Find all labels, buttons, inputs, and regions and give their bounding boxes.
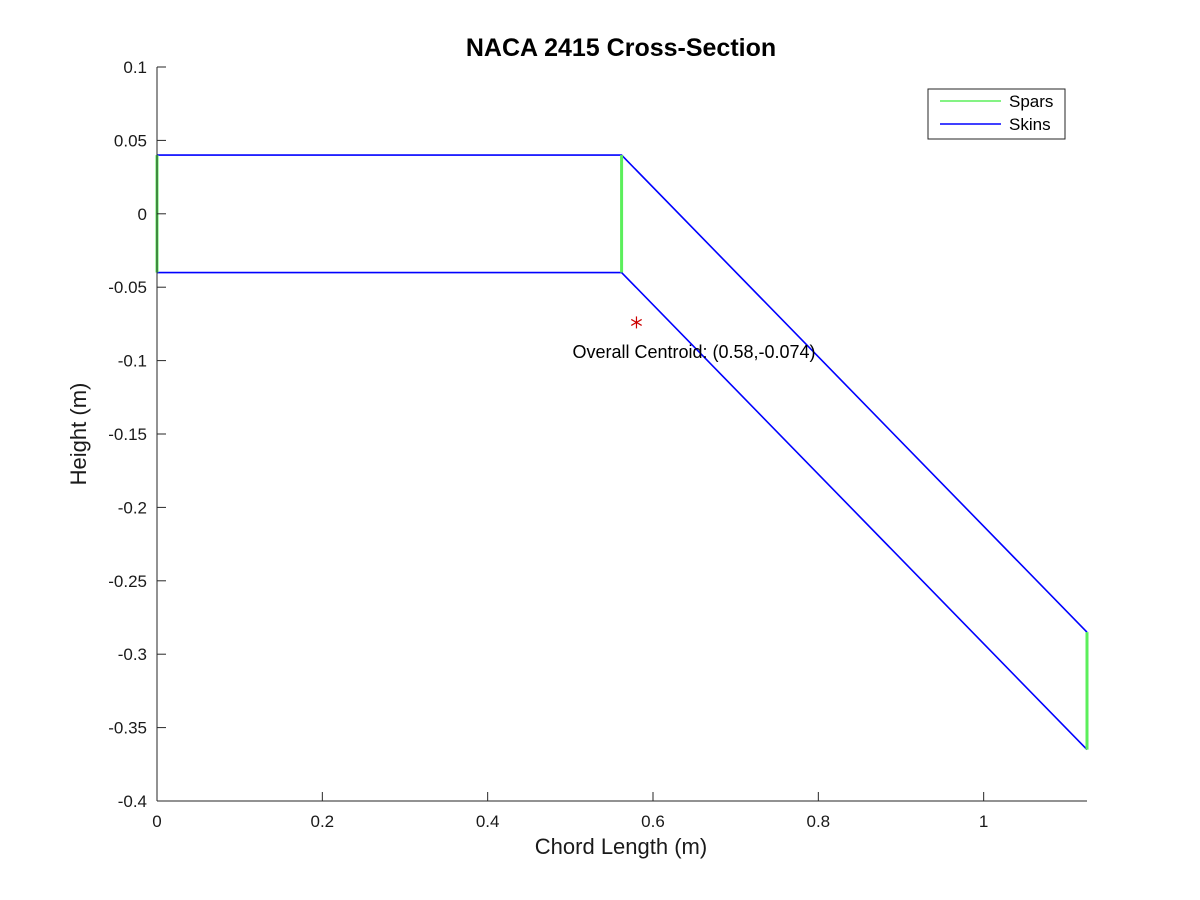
x-tick-label: 0.2: [311, 812, 335, 831]
legend-label: Spars: [1009, 92, 1053, 111]
y-tick-label: -0.3: [118, 645, 147, 664]
y-tick-label: 0: [138, 205, 147, 224]
x-tick-label: 0.6: [641, 812, 665, 831]
ticks: 0 0.2 0.4 0.6 0.8 1 0.1 0.05 0 -0.05 -0.1 -0.15 -0.2…: [108, 58, 988, 831]
y-tick-label: -0.25: [108, 572, 147, 591]
x-axis-title: Chord Length (m): [535, 834, 707, 859]
y-tick-label: -0.35: [108, 719, 147, 738]
plot-area: Overall Centroid: (0.58,-0.074): [155, 154, 1089, 751]
y-tick-label: -0.05: [108, 278, 147, 297]
legend: Spars Skins: [927, 88, 1066, 140]
legend-box: [927, 88, 1066, 140]
legend-label: Skins: [1009, 115, 1051, 134]
y-tick-label: -0.1: [118, 352, 147, 371]
y-tick-label: 0.1: [123, 58, 147, 77]
x-tick-label: 0.8: [807, 812, 831, 831]
y-tick-label: 0.05: [114, 131, 147, 150]
y-tick-label: -0.15: [108, 425, 147, 444]
centroid-marker: [630, 316, 642, 329]
chart-title: NACA 2415 Cross-Section: [466, 34, 776, 62]
y-tick-label: -0.2: [118, 498, 147, 517]
y-axis-title: Height (m): [66, 383, 91, 486]
centroid-label: Overall Centroid: (0.58,-0.074): [572, 342, 815, 362]
x-tick-label: 1: [979, 812, 988, 831]
x-tick-label: 0: [152, 812, 161, 831]
y-tick-label: -0.4: [118, 792, 147, 811]
x-tick-label: 0.4: [476, 812, 500, 831]
